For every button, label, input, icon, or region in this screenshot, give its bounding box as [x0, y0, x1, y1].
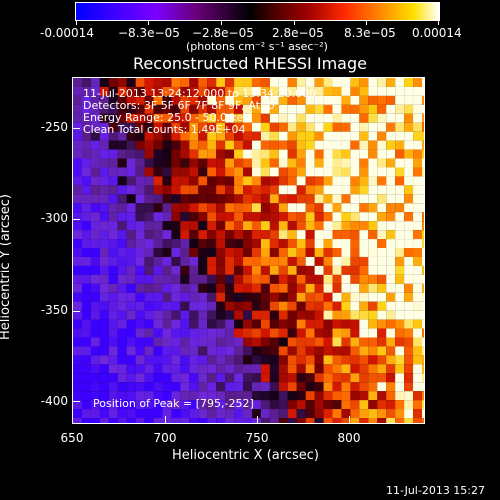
y-tick — [72, 219, 80, 220]
x-tick-label: 800 — [337, 431, 361, 445]
colorbar-tick — [438, 20, 439, 25]
rhessi-image-map — [73, 78, 424, 423]
colorbar-tick — [366, 20, 367, 25]
y-tick-label: -300 — [40, 211, 68, 225]
colorbar-units: (photons cm⁻² s⁻¹ asec⁻²) — [186, 40, 328, 53]
time-range-annotation: 11-Jul-2013 13:24:12.000 to 13:34:20.000 — [83, 87, 317, 100]
plot-title: Reconstructed RHESSI Image — [133, 54, 367, 73]
colorbar — [75, 2, 440, 21]
y-tick-label: -250 — [40, 120, 68, 134]
y-tick-label: -400 — [40, 394, 68, 408]
y-axis-label: Heliocentric Y (arcsec) — [0, 194, 13, 340]
x-tick-label: 700 — [153, 431, 177, 445]
colorbar-label: −2.8e−05 — [192, 26, 254, 40]
colorbar-tick — [76, 20, 77, 25]
colorbar-tick — [148, 20, 149, 25]
x-tick — [165, 416, 166, 424]
footer-timestamp: 11-Jul-2013 15:27 — [386, 484, 486, 497]
clean-counts-annotation: Clean Total counts: 1.49E+04 — [83, 123, 246, 136]
colorbar-label: 8.3e−05 — [344, 26, 396, 40]
y-tick-label: -350 — [40, 303, 68, 317]
y-tick — [72, 311, 80, 312]
colorbar-label: −8.3e−05 — [118, 26, 180, 40]
x-tick-label: 750 — [245, 431, 269, 445]
x-axis-label: Heliocentric X (arcsec) — [172, 448, 319, 463]
x-tick — [257, 416, 258, 424]
rhessi-image-plot[interactable]: 11-Jul-2013 13:24:12.000 to 13:34:20.000… — [72, 77, 425, 424]
x-tick — [72, 416, 73, 424]
colorbar-label: -0.00014 — [40, 26, 94, 40]
peak-position-annotation: Position of Peak = [795,-252] — [93, 397, 254, 410]
colorbar-label: 0.00014 — [412, 26, 462, 40]
colorbar-tick — [294, 20, 295, 25]
x-tick — [349, 416, 350, 424]
colorbar-tick — [221, 20, 222, 25]
detectors-annotation: Detectors: 3F 5F 6F 7F 8F 9F, Att 0 — [83, 99, 275, 112]
y-tick — [72, 401, 80, 402]
y-tick — [72, 128, 80, 129]
energy-range-annotation: Energy Range: 25.0 - 50.0 keV — [83, 111, 251, 124]
x-tick-label: 650 — [60, 431, 84, 445]
colorbar-label: 2.8e−05 — [272, 26, 324, 40]
